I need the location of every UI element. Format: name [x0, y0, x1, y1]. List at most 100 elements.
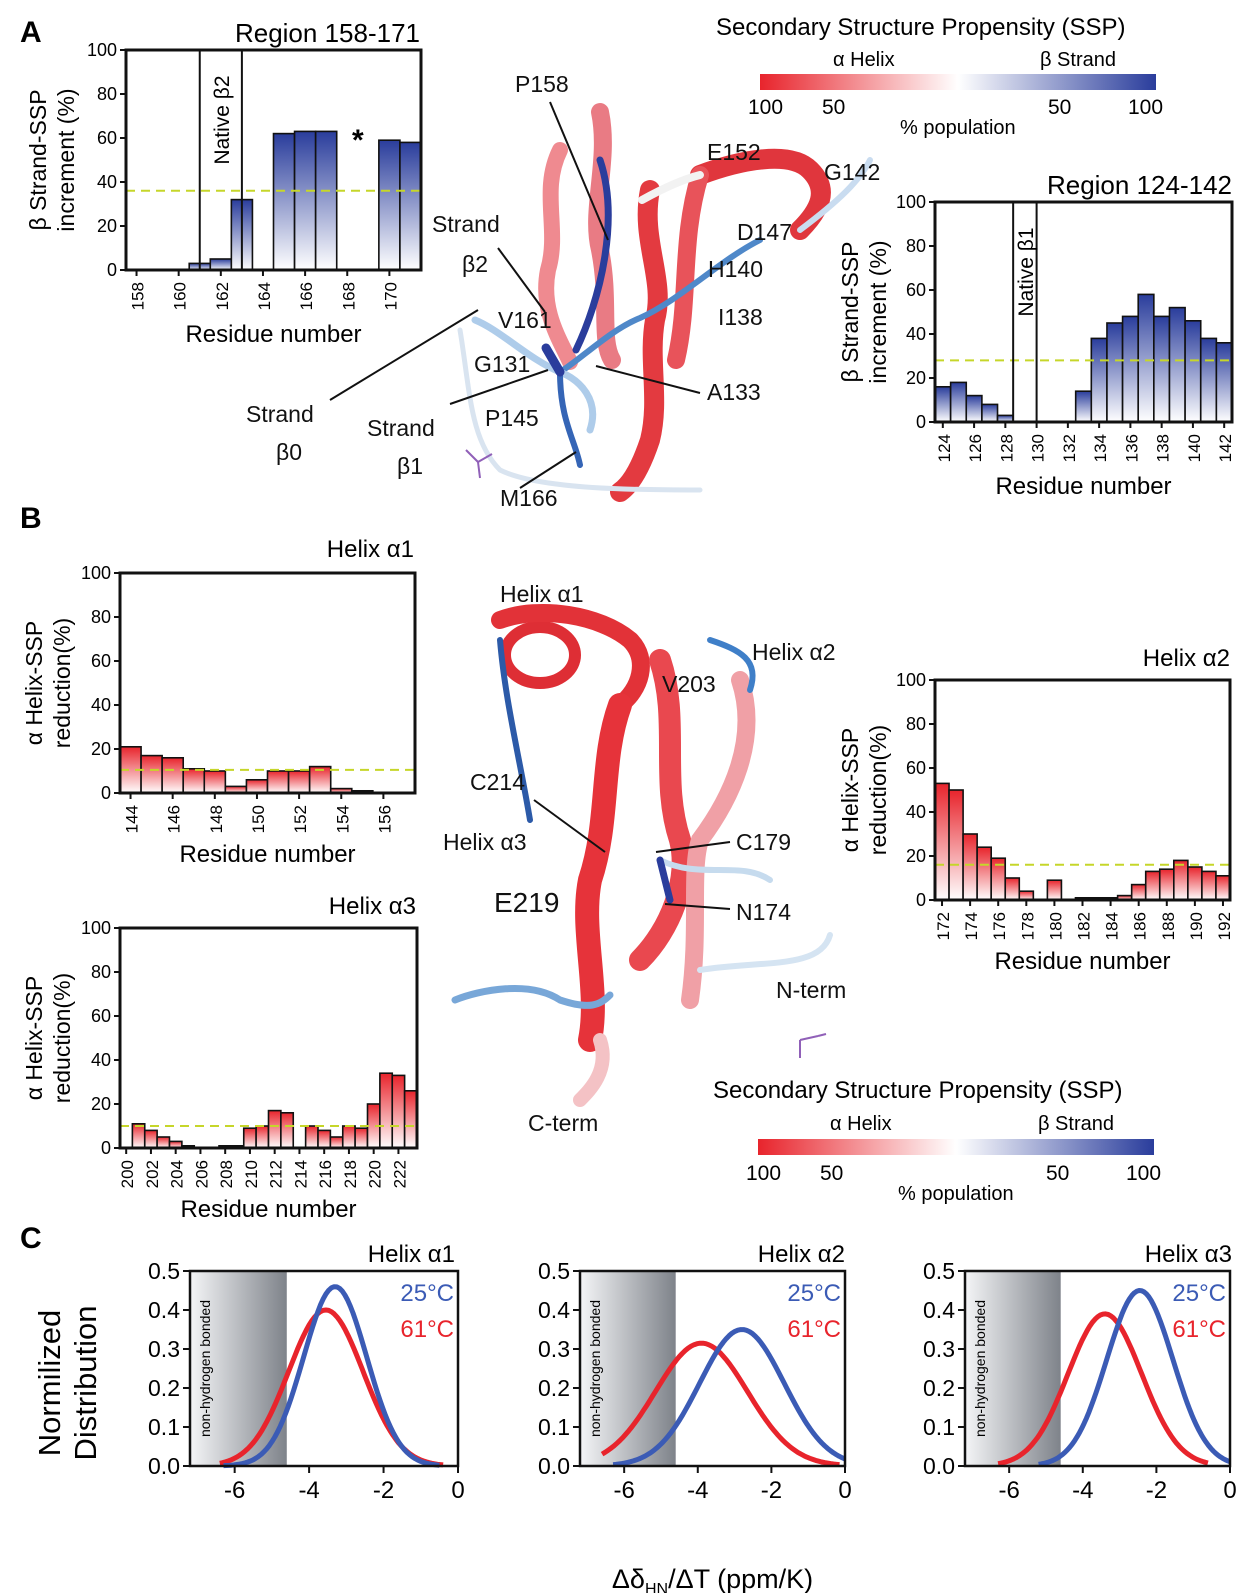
y-tick-label: 80 — [91, 607, 111, 627]
label-strand-b2-name: β2 — [462, 251, 488, 277]
y-axis-label: reduction(%) — [865, 725, 891, 855]
y-tick-label: 40 — [91, 695, 111, 715]
label-strand-b1-name: β1 — [397, 453, 423, 479]
y-tick-label: 0.1 — [538, 1414, 570, 1440]
chart-region-124-142: Native β1 0 20 40 60 80 100 124 126 128 130 132 134 1… — [837, 170, 1235, 500]
x-axis-label: Residue number — [994, 948, 1170, 975]
x-tick-label: 144 — [123, 805, 142, 833]
series-line — [1038, 1288, 1231, 1467]
y-tick-label: 0.2 — [538, 1375, 570, 1401]
label-e152: E152 — [707, 139, 761, 165]
plot-frame — [933, 200, 1234, 424]
native-region-label: Native β1 — [1015, 227, 1038, 316]
y-tick-label: 40 — [906, 802, 926, 822]
bar — [156, 1136, 171, 1149]
y-tick-label: 0 — [107, 260, 117, 280]
x-tick-label: 146 — [165, 805, 184, 833]
chart-region-158-171: Native β2 * 0 20 40 60 80 100 158 160 162 164 166 168… — [25, 18, 423, 348]
y-axis-label: Distribution — [68, 1305, 103, 1460]
y-tick-label: 0.0 — [538, 1453, 570, 1479]
y-tick-label: 100 — [81, 918, 111, 938]
y-tick-label: 100 — [896, 670, 926, 690]
bar — [287, 770, 311, 794]
chart-helix-a2-reduction: 0 20 40 60 80 100 172 174 176 178 180 182 184 186 188 1… — [837, 645, 1234, 975]
bar — [329, 1136, 344, 1149]
y-tick-label: 0 — [101, 1138, 111, 1158]
x-tick-label: 136 — [1122, 434, 1141, 462]
x-tick-label: 172 — [934, 912, 953, 940]
axis-triad-icon-b — [799, 1033, 827, 1058]
bar — [341, 1125, 356, 1149]
ssp-alpha-label: α Helix — [833, 49, 895, 71]
x-tick-label: -2 — [373, 1477, 394, 1504]
y-tick-label: 60 — [906, 758, 926, 778]
label-e219: E219 — [494, 887, 559, 918]
x-tick-label: 0 — [1223, 1477, 1236, 1504]
x-tick-label: 124 — [935, 434, 954, 462]
label-c179: C179 — [736, 829, 791, 855]
x-axis-label: ΔδHN/ΔT (ppm/K) — [612, 1564, 813, 1593]
y-tick-label: 20 — [97, 216, 117, 236]
series-line — [223, 1284, 440, 1469]
y-tick-label: 20 — [91, 739, 111, 759]
x-tick-label: 150 — [249, 805, 268, 833]
chart-helix-a3-reduction: 0 20 40 60 80 100 200 202 204 206 208 210 212 214 216 2… — [21, 893, 419, 1223]
shaded-region-label: non-hydrogen bonded — [972, 1300, 988, 1437]
x-tick-label: 214 — [291, 1160, 310, 1188]
bar — [934, 385, 952, 423]
y-tick-label: 60 — [91, 651, 111, 671]
x-tick-label: 208 — [217, 1160, 236, 1188]
y-tick-label: 0.0 — [148, 1453, 180, 1479]
y-axis-label: α Helix-SSP — [21, 621, 47, 746]
x-tick-label: -6 — [998, 1477, 1019, 1504]
bar — [242, 1127, 257, 1149]
y-tick-label: 80 — [91, 962, 111, 982]
chart-title: Helix α3 — [1145, 1241, 1232, 1268]
x-axis-label: Residue number — [995, 473, 1171, 500]
protein-structure-b — [451, 603, 833, 1107]
y-axis-label: reduction(%) — [49, 973, 75, 1103]
y-tick-label: 40 — [906, 324, 926, 344]
x-tick-label: 204 — [168, 1160, 187, 1188]
bar — [379, 1072, 394, 1149]
bar — [304, 1125, 319, 1149]
label-strand-b1: Strand — [367, 415, 435, 441]
label-m166: M166 — [500, 485, 558, 511]
bar — [976, 846, 992, 901]
bar — [1144, 870, 1161, 901]
x-tick-label: 138 — [1154, 434, 1173, 462]
ssp-tick: 50 — [1046, 1162, 1069, 1185]
plot-frame — [578, 1269, 847, 1468]
protein-structure-a — [457, 103, 873, 502]
x-tick-label: 142 — [1216, 434, 1235, 462]
bar — [209, 258, 233, 271]
x-tick-label: 130 — [1029, 434, 1048, 462]
x-axis-label: Residue number — [179, 841, 355, 868]
bar — [314, 130, 338, 271]
bar — [317, 1129, 332, 1149]
bar — [354, 1127, 369, 1149]
bar — [245, 778, 269, 794]
structure-leader-lines-a — [329, 101, 701, 489]
x-tick-label: 216 — [316, 1160, 335, 1188]
ssp-tick: 100 — [1126, 1162, 1161, 1185]
chart-helix-a1-distribution: non-hydrogen bonded 25°C 61°C 0.0 0.1 0.2 0.3 0… — [32, 1241, 465, 1504]
x-tick-label: -6 — [613, 1477, 634, 1504]
chart-title: Helix α2 — [758, 1241, 845, 1268]
plot-frame — [963, 1269, 1232, 1468]
x-tick-label: 178 — [1018, 912, 1037, 940]
y-tick-label: 20 — [906, 846, 926, 866]
x-tick-label: -2 — [1146, 1477, 1167, 1504]
legend-entry: 25°C — [400, 1280, 454, 1307]
x-tick-label: 170 — [381, 282, 400, 310]
label-helix-a2: Helix α2 — [752, 639, 836, 665]
ssp-color-bar — [758, 1139, 1154, 1155]
bar — [965, 394, 983, 423]
ssp-legend-top: Secondary Structure Propensity (SSP) α H… — [716, 14, 1163, 139]
shaded-region-label: non-hydrogen bonded — [587, 1300, 603, 1437]
x-tick-label: 134 — [1091, 434, 1110, 462]
y-tick-label: 0.5 — [538, 1258, 570, 1284]
significance-marker: * — [352, 124, 364, 157]
y-tick-label: 80 — [906, 714, 926, 734]
bar — [391, 1074, 406, 1149]
